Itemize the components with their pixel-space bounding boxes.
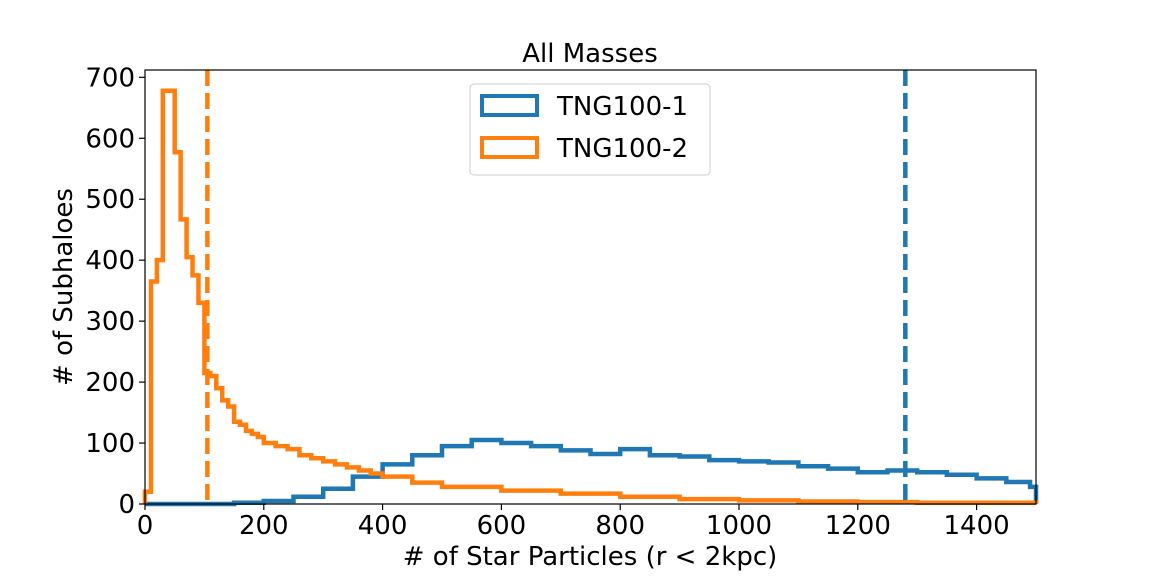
y-axis-label: # of Subhaloes: [49, 188, 79, 386]
y-tick-label: 400: [85, 246, 135, 276]
histogram-series-tng100-1: [145, 437, 1039, 507]
y-tick-label: 0: [118, 490, 135, 520]
y-tick-label: 600: [85, 124, 135, 154]
x-tick-label: 1400: [944, 511, 1010, 541]
legend-swatch-tng100-1: [480, 94, 539, 117]
y-tick-label: 500: [85, 185, 135, 215]
median-lines-layer: [205, 70, 908, 504]
legend-swatch-tng100-2: [480, 136, 539, 159]
x-tick-label: 400: [358, 511, 408, 541]
x-tick-label: 0: [137, 511, 154, 541]
legend-box: [469, 83, 711, 176]
x-tick-label: 600: [477, 511, 527, 541]
y-axis: 0 100 200 300 400 500 600 700: [85, 63, 145, 520]
x-axis: 0 200 400 600 800 1000 1200 1400: [137, 504, 1010, 541]
chart-title: All Masses: [522, 39, 658, 69]
histogram-series-tng100-2: [142, 88, 1039, 506]
x-tick-label: 800: [595, 511, 645, 541]
histogram-series-layer: [142, 88, 1039, 507]
x-tick-label: 1000: [706, 511, 772, 541]
plot-frame: [144, 69, 1037, 505]
y-tick-label: 300: [85, 307, 135, 337]
y-tick-label: 200: [85, 368, 135, 398]
legend-label-tng100-2: TNG100-2: [556, 134, 688, 164]
legend-label-tng100-1: TNG100-1: [556, 92, 688, 122]
x-tick-label: 1200: [825, 511, 891, 541]
x-axis-label: # of Star Particles (r < 2kpc): [403, 542, 778, 572]
y-tick-label: 100: [85, 429, 135, 459]
legend: TNG100-1 TNG100-2: [469, 83, 711, 176]
x-tick-label: 200: [239, 511, 289, 541]
y-tick-label: 700: [85, 63, 135, 93]
